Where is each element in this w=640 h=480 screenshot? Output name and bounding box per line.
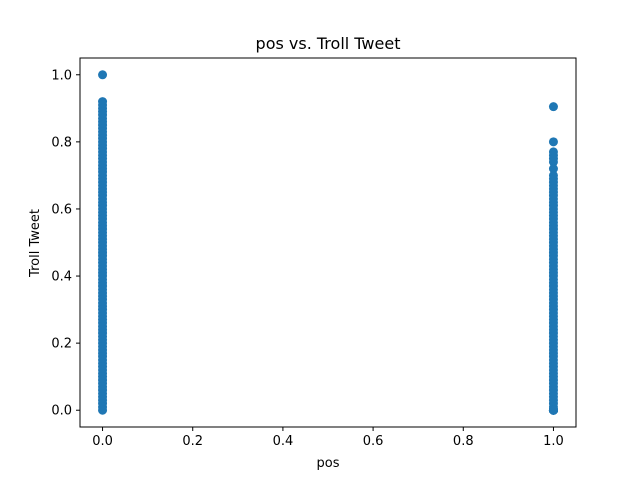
x-tick-label: 0.0 — [92, 434, 113, 449]
x-axis-ticks: 0.0 0.2 0.4 0.6 0.8 1.0 — [92, 427, 564, 449]
points-layer — [98, 70, 558, 415]
data-point — [98, 70, 108, 80]
y-tick-label: 0.4 — [51, 270, 72, 285]
y-axis-ticks: 0.0 0.2 0.4 0.6 0.8 1.0 — [51, 68, 80, 419]
x-tick-label: 0.6 — [363, 434, 384, 449]
chart-title: pos vs. Troll Tweet — [256, 34, 401, 53]
data-point — [548, 157, 558, 167]
x-tick-label: 1.0 — [543, 434, 564, 449]
y-tick-label: 1.0 — [51, 68, 72, 83]
data-point — [548, 137, 558, 147]
y-tick-label: 0.2 — [51, 337, 72, 352]
y-tick-label: 0.8 — [51, 135, 72, 150]
data-point — [98, 405, 108, 415]
y-tick-label: 0.6 — [51, 202, 72, 217]
x-axis-label: pos — [317, 456, 340, 471]
x-tick-label: 0.8 — [453, 434, 474, 449]
x-tick-label: 0.4 — [273, 434, 294, 449]
y-tick-label: 0.0 — [51, 404, 72, 419]
y-axis-label: Troll Tweet — [28, 209, 43, 278]
plot-frame — [79, 57, 577, 428]
data-point — [548, 102, 558, 112]
data-point — [548, 405, 558, 415]
x-tick-label: 0.2 — [182, 434, 203, 449]
data-point — [548, 164, 558, 174]
